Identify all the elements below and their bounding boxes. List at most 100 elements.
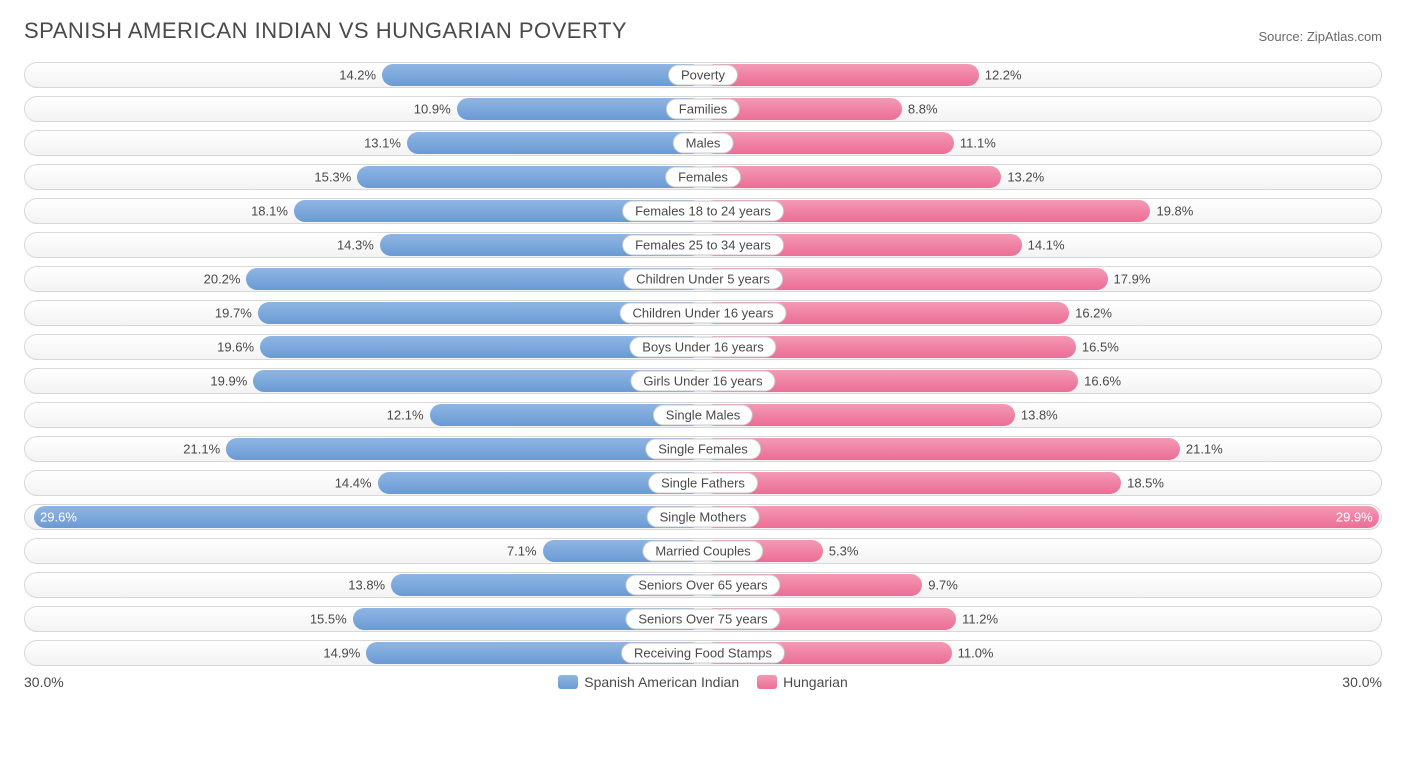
left-value-label: 15.3% (314, 170, 351, 185)
data-row: 29.6% 29.9%Single Mothers (24, 504, 1382, 530)
legend-label-left: Spanish American Indian (584, 674, 739, 690)
chart-footer: 30.0% Spanish American Indian Hungarian … (24, 674, 1382, 690)
chart-source: Source: ZipAtlas.com (1258, 29, 1382, 44)
axis-max-left: 30.0% (24, 674, 64, 690)
left-half: 12.1% (25, 403, 703, 427)
right-value-label: 16.2% (1075, 306, 1112, 321)
category-pill: Families (666, 99, 740, 120)
right-value-label: 14.1% (1028, 238, 1065, 253)
right-bar (703, 506, 1379, 528)
left-half: 19.6% (25, 335, 703, 359)
right-half: 11.1% (703, 131, 1381, 155)
left-half: 19.9% (25, 369, 703, 393)
right-value-label: 18.5% (1127, 476, 1164, 491)
left-half: 29.6% (25, 505, 703, 529)
right-value-label: 5.3% (829, 544, 859, 559)
right-value-label: 13.8% (1021, 408, 1058, 423)
right-half: 18.5% (703, 471, 1381, 495)
right-value-label: 16.6% (1084, 374, 1121, 389)
right-half: 21.1% (703, 437, 1381, 461)
category-pill: Boys Under 16 years (629, 337, 776, 358)
right-half: 16.2% (703, 301, 1381, 325)
data-row: 14.9%11.0%Receiving Food Stamps (24, 640, 1382, 666)
right-half: 29.9% (703, 505, 1381, 529)
data-row: 10.9%8.8%Families (24, 96, 1382, 122)
category-pill: Single Males (653, 405, 753, 426)
left-half: 13.1% (25, 131, 703, 155)
right-half: 9.7% (703, 573, 1381, 597)
left-half: 20.2% (25, 267, 703, 291)
legend-label-right: Hungarian (783, 674, 848, 690)
right-half: 5.3% (703, 539, 1381, 563)
left-bar (357, 166, 703, 188)
right-value-label: 9.7% (928, 578, 958, 593)
data-row: 20.2% 17.9%Children Under 5 years (24, 266, 1382, 292)
category-pill: Poverty (668, 65, 738, 86)
left-value-label: 15.5% (310, 612, 347, 627)
right-half: 17.9% (703, 267, 1381, 291)
right-bar (703, 438, 1180, 460)
category-pill: Children Under 16 years (620, 303, 787, 324)
data-row: 13.1% 11.1% Males (24, 130, 1382, 156)
right-value-label: 13.2% (1007, 170, 1044, 185)
right-half: 19.8% (703, 199, 1381, 223)
left-half: 19.7% (25, 301, 703, 325)
data-row: 15.5% 11.2% Seniors Over 75 years (24, 606, 1382, 632)
data-row: 14.2%12.2%Poverty (24, 62, 1382, 88)
data-row: 7.1%5.3%Married Couples (24, 538, 1382, 564)
right-half: 11.2% (703, 607, 1381, 631)
left-half: 14.4% (25, 471, 703, 495)
left-bar (226, 438, 703, 460)
right-value-label: 19.8% (1156, 204, 1193, 219)
left-value-label: 19.6% (217, 340, 254, 355)
left-value-label: 19.7% (215, 306, 252, 321)
left-value-label: 21.1% (183, 442, 220, 457)
data-row: 19.9% 16.6% Girls Under 16 years (24, 368, 1382, 394)
right-bar (703, 132, 954, 154)
left-bar (407, 132, 703, 154)
category-pill: Seniors Over 65 years (625, 575, 780, 596)
right-half: 13.8% (703, 403, 1381, 427)
right-value-label: 11.0% (958, 646, 994, 661)
left-value-label: 13.8% (348, 578, 385, 593)
category-pill: Females 18 to 24 years (622, 201, 784, 222)
data-row: 15.3%13.2%Females (24, 164, 1382, 190)
left-value-label: 13.1% (364, 136, 401, 151)
left-value-label: 10.9% (414, 102, 451, 117)
left-value-label: 14.3% (337, 238, 374, 253)
category-pill: Single Females (645, 439, 761, 460)
left-half: 14.3% (25, 233, 703, 257)
legend-item-right: Hungarian (757, 674, 848, 690)
legend-item-left: Spanish American Indian (558, 674, 739, 690)
chart-area: 14.2%12.2%Poverty10.9%8.8%Families13.1%1… (24, 62, 1382, 666)
category-pill: Males (673, 133, 734, 154)
left-bar (382, 64, 703, 86)
left-half: 7.1% (25, 539, 703, 563)
left-half: 10.9% (25, 97, 703, 121)
right-bar (703, 166, 1001, 188)
left-half: 18.1% (25, 199, 703, 223)
data-row: 14.4% 18.5% Single Fathers (24, 470, 1382, 496)
data-row: 12.1% 13.8% Single Males (24, 402, 1382, 428)
left-half: 13.8% (25, 573, 703, 597)
category-pill: Children Under 5 years (623, 269, 783, 290)
right-bar (703, 472, 1121, 494)
right-value-label: 11.1% (960, 136, 996, 151)
left-value-label: 20.2% (204, 272, 241, 287)
data-row: 13.8% 9.7% Seniors Over 65 years (24, 572, 1382, 598)
right-value-label: 11.2% (962, 612, 998, 627)
category-pill: Single Mothers (647, 507, 760, 528)
data-row: 21.1%21.1%Single Females (24, 436, 1382, 462)
data-row: 19.6%16.5%Boys Under 16 years (24, 334, 1382, 360)
category-pill: Single Fathers (648, 473, 758, 494)
category-pill: Girls Under 16 years (630, 371, 775, 392)
left-half: 21.1% (25, 437, 703, 461)
chart-header: SPANISH AMERICAN INDIAN VS HUNGARIAN POV… (24, 18, 1382, 44)
right-value-label: 12.2% (985, 68, 1022, 83)
category-pill: Females 25 to 34 years (622, 235, 784, 256)
right-half: 11.0% (703, 641, 1381, 665)
data-row: 19.7% 16.2% Children Under 16 years (24, 300, 1382, 326)
data-row: 18.1% 19.8% Females 18 to 24 years (24, 198, 1382, 224)
left-value-label: 29.6% (40, 510, 77, 525)
category-pill: Seniors Over 75 years (625, 609, 780, 630)
